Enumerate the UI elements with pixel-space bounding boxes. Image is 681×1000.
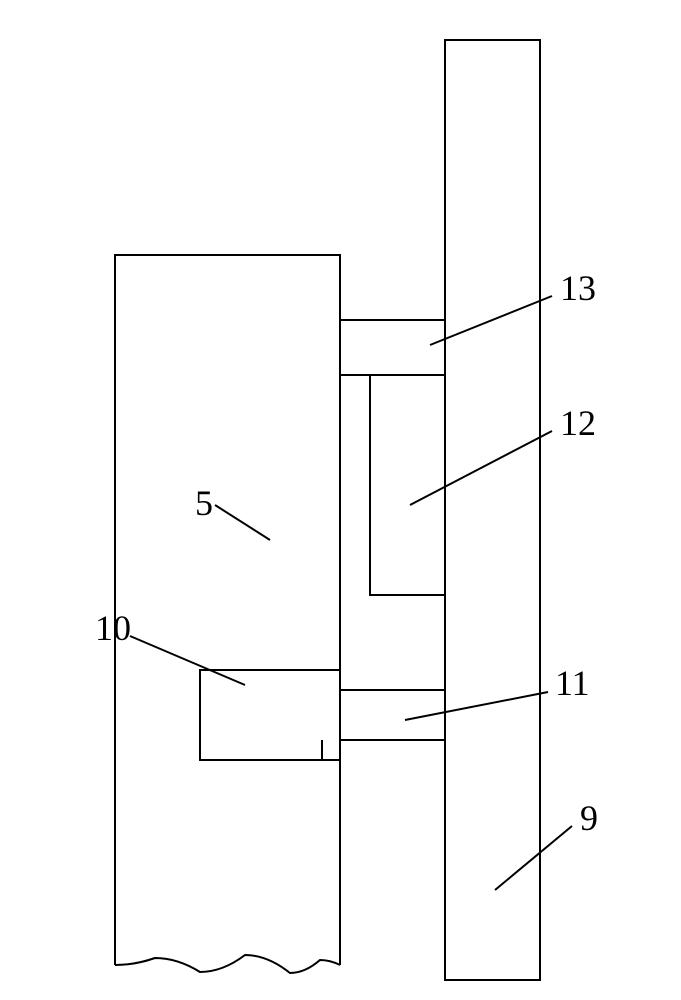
part-5-fill <box>115 255 340 965</box>
part-9-right-column <box>445 40 540 980</box>
part-10-notch-block <box>200 670 340 760</box>
label-10: 10 <box>95 608 131 648</box>
label-5: 5 <box>195 483 213 523</box>
label-11: 11 <box>555 663 590 703</box>
label-9: 9 <box>580 798 598 838</box>
label-12: 12 <box>560 403 596 443</box>
part-13-upper-bridge <box>340 320 445 375</box>
label-13: 13 <box>560 268 596 308</box>
